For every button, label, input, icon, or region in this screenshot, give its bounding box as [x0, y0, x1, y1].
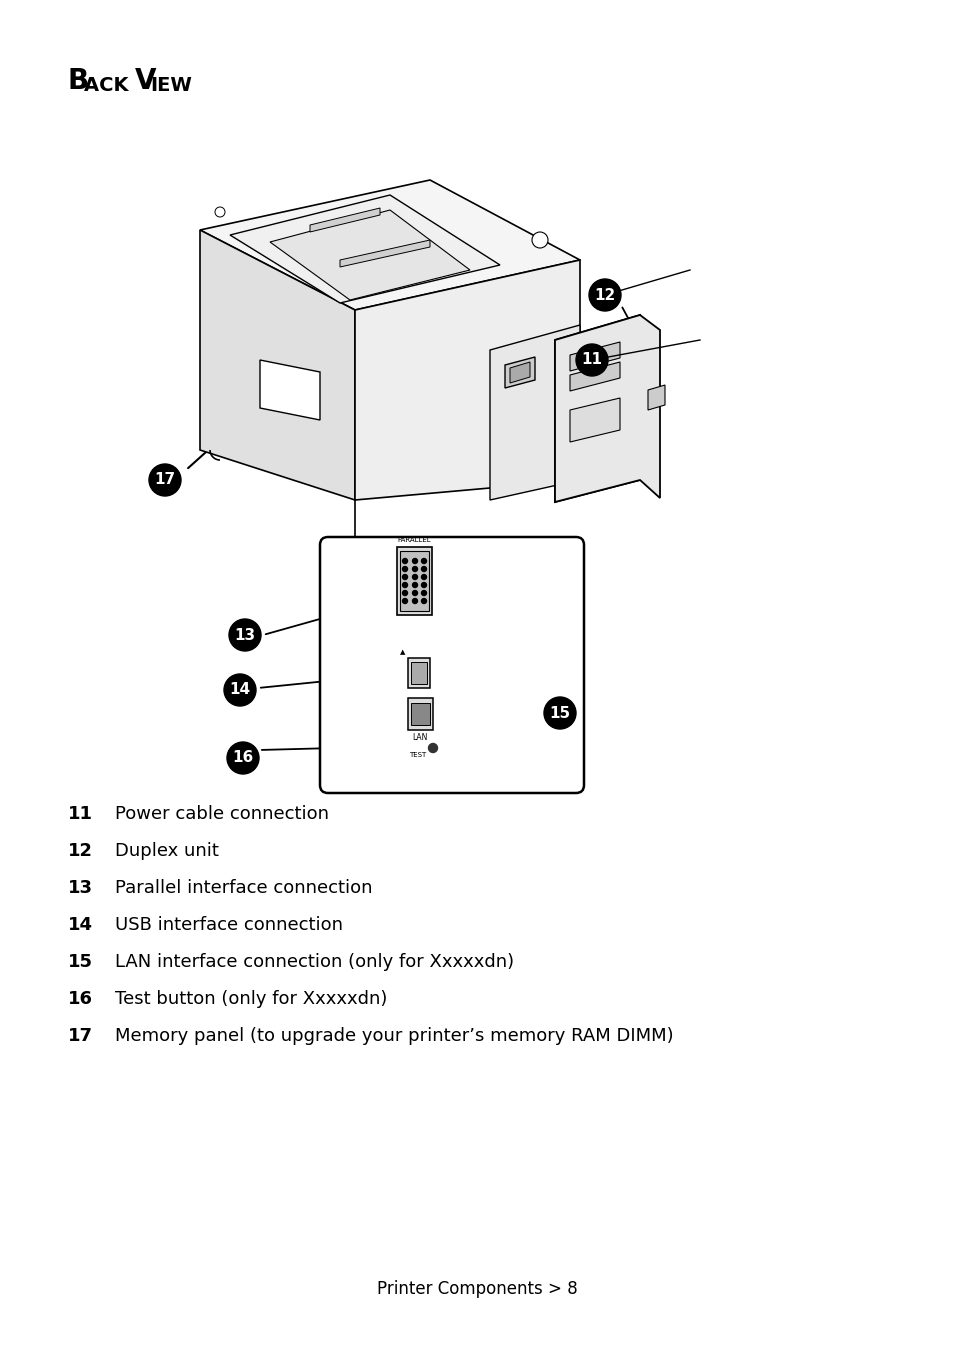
Circle shape: [421, 590, 426, 595]
Circle shape: [402, 567, 407, 571]
Circle shape: [412, 582, 417, 587]
Text: Parallel interface connection: Parallel interface connection: [115, 879, 372, 896]
Polygon shape: [555, 315, 659, 502]
Text: B: B: [68, 68, 89, 94]
Circle shape: [576, 344, 607, 377]
Polygon shape: [260, 360, 319, 420]
Polygon shape: [569, 362, 619, 391]
Circle shape: [412, 567, 417, 571]
Polygon shape: [504, 356, 535, 387]
Polygon shape: [230, 194, 499, 302]
Circle shape: [402, 598, 407, 603]
Circle shape: [421, 582, 426, 587]
Polygon shape: [270, 211, 470, 300]
Text: Test button (only for Xxxxxdn): Test button (only for Xxxxxdn): [115, 990, 387, 1008]
Text: LAN: LAN: [412, 733, 427, 743]
Text: 16: 16: [68, 990, 92, 1008]
Text: 17: 17: [68, 1027, 92, 1045]
Circle shape: [402, 582, 407, 587]
Text: 13: 13: [68, 879, 92, 896]
Text: 13: 13: [234, 628, 255, 643]
Text: LAN interface connection (only for Xxxxxdn): LAN interface connection (only for Xxxxx…: [115, 953, 514, 971]
Text: TEST: TEST: [409, 752, 426, 757]
Polygon shape: [411, 703, 430, 725]
Text: IEW: IEW: [150, 76, 192, 95]
Text: 11: 11: [68, 805, 92, 823]
Polygon shape: [399, 551, 429, 612]
Text: Printer Components > 8: Printer Components > 8: [376, 1280, 577, 1297]
Circle shape: [402, 575, 407, 579]
Polygon shape: [408, 698, 433, 730]
Polygon shape: [569, 398, 619, 441]
Polygon shape: [355, 261, 579, 500]
Polygon shape: [555, 315, 639, 502]
Text: Power cable connection: Power cable connection: [115, 805, 329, 823]
Polygon shape: [490, 325, 579, 500]
Circle shape: [214, 207, 225, 217]
Circle shape: [412, 590, 417, 595]
Text: 12: 12: [68, 842, 92, 860]
FancyBboxPatch shape: [319, 537, 583, 792]
Text: USB interface connection: USB interface connection: [115, 917, 343, 934]
Circle shape: [421, 559, 426, 563]
Text: 12: 12: [594, 288, 615, 302]
Polygon shape: [647, 385, 664, 410]
Circle shape: [227, 743, 258, 774]
Circle shape: [421, 567, 426, 571]
Text: Duplex unit: Duplex unit: [115, 842, 218, 860]
Polygon shape: [310, 208, 379, 232]
Text: 14: 14: [230, 683, 251, 698]
Text: 15: 15: [68, 953, 92, 971]
Circle shape: [412, 559, 417, 563]
Polygon shape: [200, 180, 579, 310]
Polygon shape: [411, 662, 427, 684]
Circle shape: [149, 464, 181, 495]
Text: PARALLEL: PARALLEL: [396, 537, 431, 543]
Text: ▲: ▲: [400, 649, 405, 655]
Text: 16: 16: [233, 751, 253, 765]
Polygon shape: [396, 547, 432, 616]
Circle shape: [229, 620, 261, 651]
Circle shape: [588, 279, 620, 310]
Circle shape: [402, 590, 407, 595]
Circle shape: [428, 744, 437, 752]
Circle shape: [532, 232, 547, 248]
Text: 14: 14: [68, 917, 92, 934]
Text: 15: 15: [549, 706, 570, 721]
Circle shape: [412, 575, 417, 579]
Text: ACK: ACK: [84, 76, 135, 95]
Text: 17: 17: [154, 472, 175, 487]
Circle shape: [421, 598, 426, 603]
Polygon shape: [510, 362, 530, 383]
Polygon shape: [569, 342, 619, 371]
Circle shape: [421, 575, 426, 579]
Polygon shape: [200, 230, 355, 500]
Circle shape: [224, 674, 255, 706]
Text: Memory panel (to upgrade your printer’s memory RAM DIMM): Memory panel (to upgrade your printer’s …: [115, 1027, 673, 1045]
Polygon shape: [339, 240, 430, 267]
Text: V: V: [135, 68, 156, 94]
Circle shape: [543, 697, 576, 729]
Polygon shape: [408, 657, 430, 688]
Text: 11: 11: [581, 352, 602, 367]
Circle shape: [412, 598, 417, 603]
Circle shape: [402, 559, 407, 563]
